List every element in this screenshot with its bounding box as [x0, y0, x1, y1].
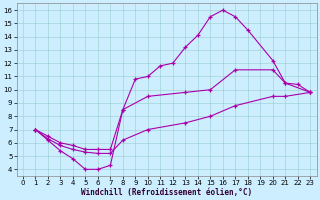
X-axis label: Windchill (Refroidissement éolien,°C): Windchill (Refroidissement éolien,°C) [81, 188, 252, 197]
